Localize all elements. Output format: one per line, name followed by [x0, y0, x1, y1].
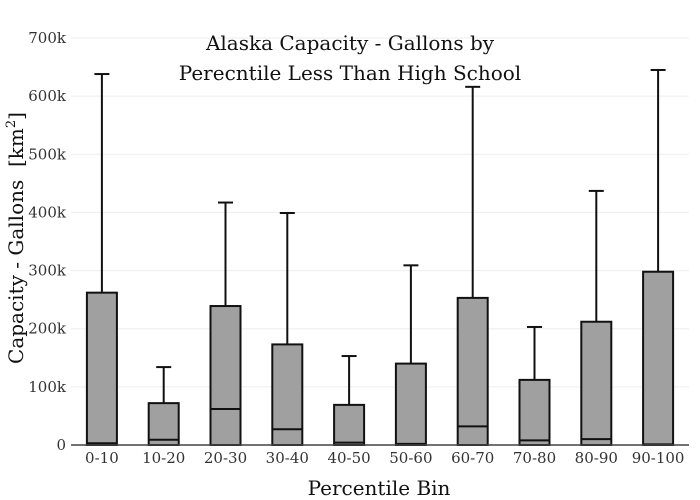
box-90-100 [642, 68, 675, 446]
box-60-70 [456, 85, 489, 446]
x-tick-label: 80-90 [575, 449, 618, 467]
x-tick-label: 60-70 [451, 449, 494, 467]
box-rect [518, 378, 551, 447]
box-rect [147, 402, 180, 447]
y-tick-label: 700k [28, 29, 67, 47]
box-rect [394, 362, 427, 447]
y-tick-label: 600k [28, 87, 67, 105]
box-50-60 [394, 264, 427, 447]
x-tick-label: 10-20 [142, 449, 185, 467]
y-tick-label: 0 [56, 436, 66, 454]
box-rect [271, 343, 304, 447]
y-tick-label: 300k [28, 262, 67, 280]
box-rect [642, 270, 675, 446]
chart-title-line-2: Perecntile Less Than High School [179, 61, 521, 85]
y-tick-labels: 0 100k 200k 300k 400k 500k 600k 700k [28, 29, 67, 454]
box-30-40 [271, 212, 304, 447]
box-rect [456, 296, 489, 446]
box-rect [209, 305, 242, 446]
box-80-90 [580, 189, 613, 447]
y-axis-title-text: Capacity - Gallons [4, 180, 28, 364]
y-tick-label: 100k [28, 378, 67, 396]
x-tick-label: 70-80 [513, 449, 556, 467]
y-axis-unit-superscript: 2 [4, 120, 19, 128]
box-10-20 [147, 366, 180, 447]
x-tick-label: 50-60 [389, 449, 432, 467]
x-tick-label: 20-30 [204, 449, 247, 467]
boxes-layer [85, 68, 675, 447]
x-tick-label: 90-100 [632, 449, 685, 467]
box-rect [85, 291, 118, 446]
y-axis-unit-spacer [4, 167, 28, 180]
y-axis-unit-close: ] [4, 112, 28, 120]
box-20-30 [209, 201, 242, 446]
chart-title-line-1: Alaska Capacity - Gallons by [205, 31, 495, 55]
box-70-80 [518, 325, 551, 447]
x-tick-label: 40-50 [327, 449, 370, 467]
y-axis-unit: [km [4, 128, 28, 167]
y-tick-label: 400k [28, 203, 67, 221]
box-rect [580, 320, 613, 447]
box-rect [333, 403, 366, 447]
box-0-10 [85, 73, 118, 446]
y-tick-label: 200k [28, 320, 67, 338]
x-axis-title: Percentile Bin [308, 476, 451, 500]
x-tick-label: 30-40 [266, 449, 309, 467]
grid-lines [71, 37, 689, 388]
box-40-50 [333, 355, 366, 447]
x-tick-label: 0-10 [85, 449, 119, 467]
y-axis-title: Capacity - Gallons [km2] [4, 112, 28, 364]
x-tick-labels: 0-10 10-20 20-30 30-40 40-50 50-60 60-70 70-80 8… [85, 449, 684, 467]
y-tick-label: 500k [28, 145, 67, 163]
